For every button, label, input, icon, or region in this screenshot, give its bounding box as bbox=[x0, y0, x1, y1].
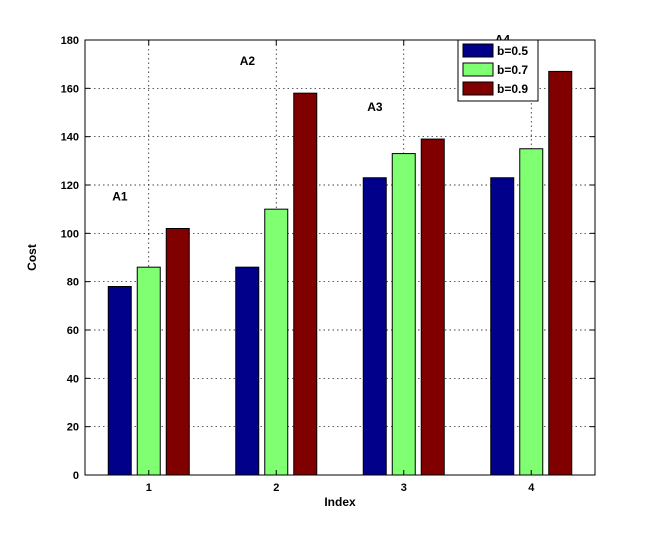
bar-b=0.9-4 bbox=[548, 70, 573, 476]
y-tick-label: 100 bbox=[61, 228, 79, 240]
bar-b=0.5-2 bbox=[235, 266, 260, 476]
y-tick-label: 140 bbox=[61, 132, 79, 144]
y-tick-label: 80 bbox=[67, 277, 79, 289]
legend-swatch bbox=[462, 81, 494, 96]
annotation-label: A3 bbox=[367, 100, 383, 114]
x-tick-label: 4 bbox=[528, 482, 535, 494]
legend: b=0.5 b=0.7 b=0.9 bbox=[457, 39, 539, 102]
x-tick-label: 2 bbox=[273, 482, 279, 494]
x-tick-label: 3 bbox=[401, 482, 407, 494]
legend-label: b=0.7 bbox=[497, 63, 528, 77]
y-axis-label: Cost bbox=[25, 244, 39, 271]
bar-b=0.7-4 bbox=[519, 148, 544, 476]
bar-b=0.9-3 bbox=[420, 138, 445, 476]
y-tick-label: 120 bbox=[61, 180, 79, 192]
x-axis-label: Index bbox=[324, 495, 356, 509]
y-tick-label: 40 bbox=[67, 373, 79, 385]
grid-layer bbox=[85, 40, 595, 475]
ticks-layer: 0 20 40 60 80 100 120 140 160 180 1 2 3 4 bbox=[61, 35, 595, 494]
bars-layer bbox=[107, 70, 573, 476]
bar-b=0.9-2 bbox=[293, 92, 318, 476]
bar-b=0.5-4 bbox=[490, 177, 515, 476]
plot-frame bbox=[84, 39, 596, 476]
legend-swatch bbox=[462, 43, 494, 58]
annotation-label: A2 bbox=[240, 54, 256, 68]
annotation-label: A1 bbox=[112, 190, 128, 204]
bar-b=0.7-2 bbox=[264, 208, 289, 476]
bar-b=0.5-3 bbox=[362, 177, 387, 476]
bar-b=0.7-1 bbox=[136, 266, 161, 476]
y-tick-label: 180 bbox=[61, 35, 79, 47]
y-tick-label: 60 bbox=[67, 325, 79, 337]
legend-label: b=0.9 bbox=[497, 82, 528, 96]
bar-b=0.5-1 bbox=[107, 286, 132, 476]
bar-b=0.9-1 bbox=[165, 228, 190, 476]
bar-b=0.7-3 bbox=[391, 153, 416, 476]
y-tick-label: 160 bbox=[61, 83, 79, 95]
y-tick-label: 20 bbox=[67, 422, 79, 434]
legend-swatch bbox=[462, 62, 494, 77]
x-tick-label: 1 bbox=[146, 482, 152, 494]
y-tick-label: 0 bbox=[73, 470, 79, 482]
legend-label: b=0.5 bbox=[497, 44, 528, 58]
